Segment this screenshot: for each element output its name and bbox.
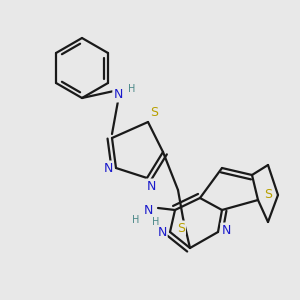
Text: H: H (128, 84, 136, 94)
Text: S: S (150, 106, 158, 118)
Text: H: H (132, 215, 140, 225)
Text: N: N (157, 226, 167, 238)
Text: H: H (152, 217, 160, 227)
Text: N: N (143, 203, 153, 217)
Text: S: S (264, 188, 272, 202)
Text: S: S (177, 221, 185, 235)
Text: N: N (103, 161, 113, 175)
Text: N: N (113, 88, 123, 101)
Text: N: N (146, 179, 156, 193)
Text: N: N (221, 224, 231, 236)
